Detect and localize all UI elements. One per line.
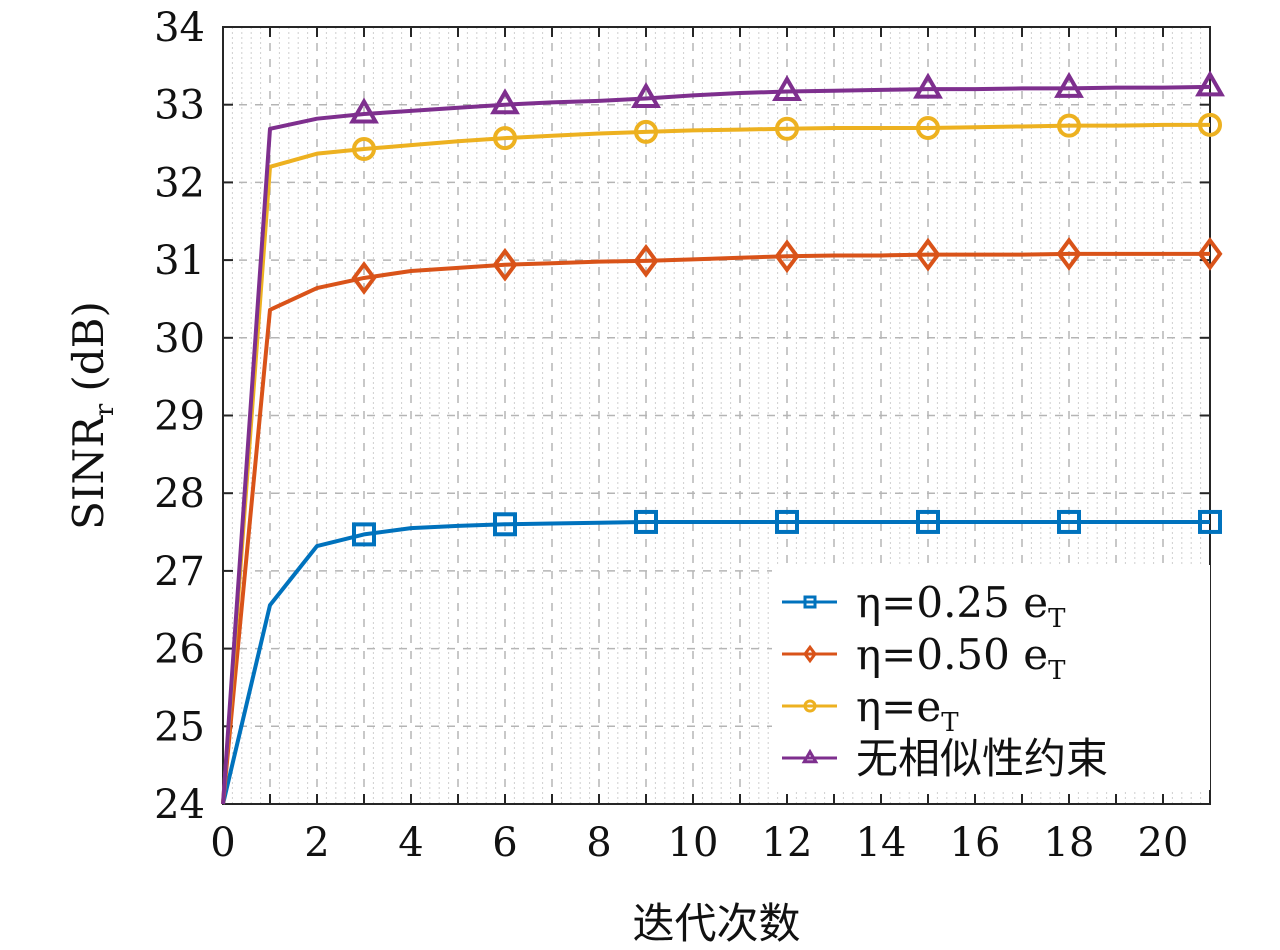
legend-label-main: η=0.25 e [856, 578, 1048, 627]
x-tick-label: 14 [856, 820, 907, 866]
x-axis-title: 迭代次数 [632, 899, 800, 948]
circle-marker [1057, 113, 1081, 138]
series-line [221, 84, 1211, 805]
square-marker [634, 509, 658, 534]
y-tick-label: 25 [154, 704, 205, 750]
series-square [221, 509, 1222, 805]
legend-label-main: η=e [856, 682, 941, 731]
series-line [221, 122, 1210, 805]
legend-item: η=eT [782, 682, 959, 738]
y-tick-label: 29 [154, 394, 205, 440]
legend-label: 无相似性约束 [856, 734, 1108, 783]
y-axis-title-main: SINR [64, 415, 113, 530]
x-tick-label: 6 [492, 820, 517, 866]
series-layer [221, 70, 1225, 805]
circle-marker [352, 136, 376, 161]
y-axis-title: SINRr (dB) [64, 301, 120, 530]
triangle-marker [490, 88, 520, 115]
legend-item: η=0.50 eT [782, 630, 1066, 686]
triangle-marker [349, 97, 379, 124]
square-marker [1198, 509, 1222, 534]
legend-item: η=0.25 eT [782, 578, 1066, 634]
diamond-marker [803, 644, 817, 664]
y-tick-label: 27 [154, 549, 205, 595]
x-tick-label: 18 [1044, 820, 1095, 866]
legend-label-main: 无相似性约束 [856, 734, 1108, 783]
y-axis-title-sub: r [90, 403, 120, 416]
circle-marker [634, 119, 658, 144]
triangle-marker [1054, 71, 1084, 98]
series-circle [221, 112, 1222, 805]
square-marker [803, 595, 817, 609]
diamond-marker [1197, 237, 1223, 271]
triangle-marker [801, 748, 819, 764]
diamond-marker [915, 237, 941, 272]
y-tick-label: 28 [154, 471, 205, 517]
y-tick-label: 30 [154, 316, 205, 362]
legend-label-sub: T [1048, 656, 1066, 686]
diamond-marker [633, 244, 659, 278]
diamond-marker [774, 239, 800, 274]
y-tick-label: 31 [154, 238, 205, 284]
square-marker [493, 512, 517, 537]
square-marker [775, 509, 799, 534]
y-tick-label: 33 [154, 83, 205, 129]
circle-marker [916, 116, 940, 141]
x-tick-labels: 0 2 4 6 8 10 12 14 16 18 20 [210, 820, 1188, 866]
circle-marker [1198, 112, 1222, 137]
triangle-marker [631, 81, 661, 108]
legend-label-sub: T [941, 708, 959, 738]
triangle-marker [1195, 70, 1225, 97]
square-marker [1057, 509, 1081, 534]
square-marker [352, 522, 376, 547]
legend-label-sub: T [1048, 604, 1066, 634]
legend-item: 无相似性约束 [782, 734, 1108, 783]
legend-label-main: η=0.50 e [856, 630, 1048, 679]
series-diamond [221, 237, 1223, 805]
diamond-marker [1056, 237, 1082, 271]
legend-label: η=0.50 eT [856, 630, 1066, 686]
x-tick-label: 12 [762, 820, 813, 866]
circle-marker [803, 699, 817, 713]
series-line [221, 519, 1210, 805]
triangle-marker [772, 74, 802, 101]
y-tick-labels: 24 25 26 27 28 29 30 31 32 33 34 [154, 5, 205, 828]
svg-text:SINRr(dB): SINRr (dB) [64, 301, 120, 530]
x-tick-label: 16 [950, 820, 1001, 866]
series-triangle [221, 70, 1225, 805]
diamond-marker [351, 261, 377, 295]
x-tick-label: 8 [586, 820, 611, 866]
diamond-marker [492, 247, 518, 282]
square-marker [916, 509, 940, 534]
triangle-marker [913, 72, 943, 99]
legend-label: η=0.25 eT [856, 578, 1066, 634]
legend-label: η=eT [856, 682, 959, 738]
y-tick-label: 24 [154, 782, 205, 828]
circle-marker [775, 116, 799, 141]
circle-marker [493, 126, 517, 151]
y-tick-label: 32 [154, 160, 205, 206]
x-tick-label: 20 [1138, 820, 1189, 866]
legend-box [772, 565, 1210, 790]
y-tick-label: 26 [154, 627, 205, 673]
x-tick-label: 0 [210, 820, 235, 866]
x-tick-label: 10 [668, 820, 719, 866]
x-tick-label: 2 [304, 820, 329, 866]
y-tick-label: 34 [154, 5, 205, 51]
y-axis-title-unit: (dB) [64, 301, 113, 392]
x-tick-label: 4 [398, 820, 423, 866]
series-line [221, 251, 1210, 805]
